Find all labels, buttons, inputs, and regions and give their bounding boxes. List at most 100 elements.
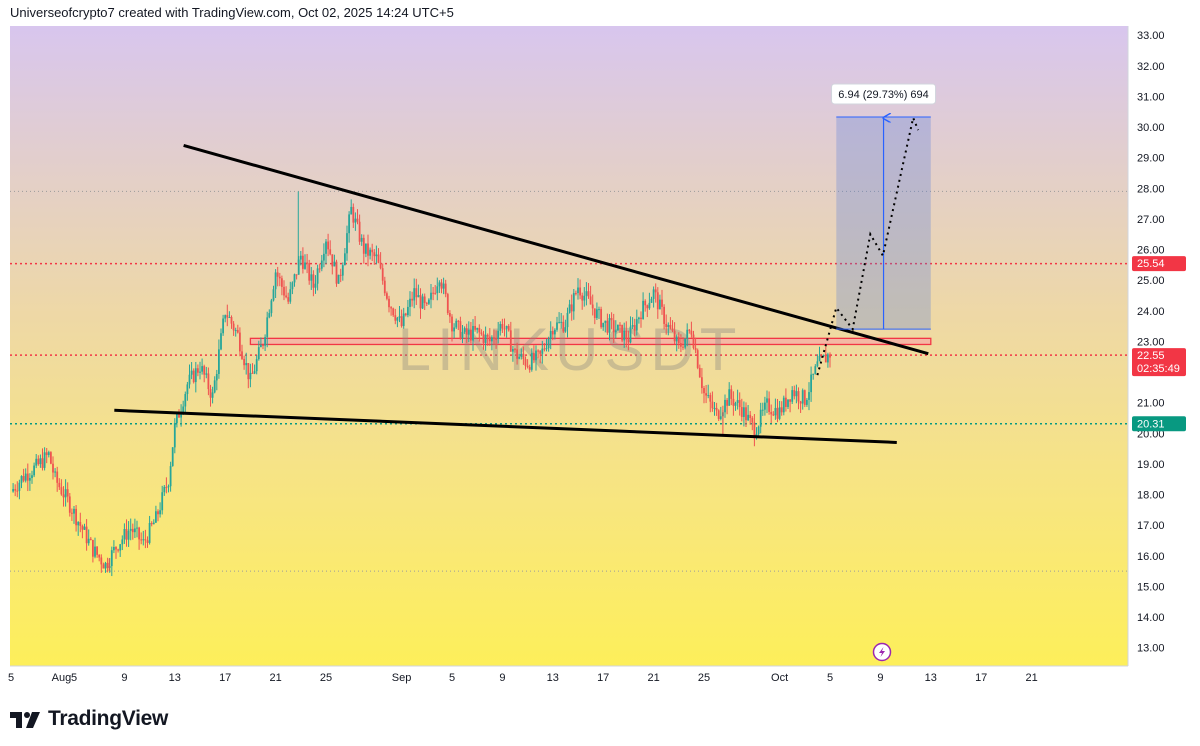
- candle-body: [276, 272, 279, 277]
- candle-body: [255, 359, 258, 372]
- candle-body: [694, 347, 697, 351]
- candle-body: [530, 353, 533, 370]
- candle-body: [320, 260, 323, 269]
- candle-body: [579, 287, 581, 296]
- candle-body: [54, 471, 56, 473]
- support-trendline[interactable]: [114, 408, 897, 444]
- price-tag: [1132, 348, 1186, 377]
- candle-body: [795, 391, 798, 397]
- candle-body: [127, 530, 130, 540]
- time-axis-label: 21: [1025, 672, 1037, 684]
- candle-body: [75, 508, 77, 526]
- candle-body: [770, 411, 773, 415]
- candle-body: [692, 334, 695, 348]
- candle-body: [125, 529, 128, 540]
- candle-body: [491, 337, 493, 342]
- candle-body: [371, 249, 374, 253]
- candle-body: [818, 355, 821, 362]
- candle-body: [18, 482, 21, 491]
- descending-resistance-trendline[interactable]: [183, 143, 929, 356]
- candle-body: [562, 321, 565, 332]
- candle-body: [591, 304, 594, 309]
- candle-body: [100, 557, 103, 565]
- candle-body: [442, 283, 445, 289]
- candle-body: [354, 218, 357, 223]
- candle-body: [129, 528, 132, 531]
- price-axis-label: 28.00: [1137, 183, 1165, 195]
- candle-body: [192, 370, 195, 383]
- candle-body: [455, 320, 458, 328]
- candle-body: [102, 564, 105, 569]
- candle-body: [478, 327, 481, 333]
- candle-body: [621, 324, 623, 341]
- candle-body: [509, 330, 512, 352]
- candle-body: [829, 354, 831, 358]
- candle-body: [589, 296, 592, 305]
- candle-body: [232, 323, 235, 331]
- candle-body: [304, 262, 306, 269]
- candle-body: [266, 317, 269, 338]
- candle-body: [213, 380, 216, 393]
- candle-body: [365, 243, 367, 254]
- time-axis-label: 13: [925, 672, 937, 684]
- candle-body: [423, 296, 426, 303]
- candle-body: [551, 330, 554, 335]
- candle-body: [436, 286, 439, 294]
- candle-body: [764, 402, 766, 410]
- candle-body: [396, 317, 399, 321]
- candle-body: [638, 317, 640, 320]
- candle-body: [291, 282, 294, 290]
- time-axis-label: 17: [975, 672, 987, 684]
- candle-body: [749, 414, 752, 418]
- candle-body: [604, 320, 607, 323]
- candle-body: [16, 490, 19, 492]
- price-axis-label: 16.00: [1137, 551, 1165, 563]
- candle-body: [812, 373, 815, 375]
- candle-body: [430, 292, 432, 300]
- candle-body: [444, 283, 447, 295]
- candle-body: [623, 330, 626, 341]
- candle-body: [648, 302, 651, 309]
- candle-body: [451, 316, 453, 332]
- candle-body: [745, 407, 747, 421]
- time-axis-label: 9: [121, 672, 127, 684]
- candle-body: [803, 390, 806, 405]
- price-axis-label: 13.00: [1137, 643, 1165, 655]
- candle-body: [547, 338, 550, 349]
- candle-body: [761, 409, 764, 411]
- candle-body: [392, 308, 395, 316]
- candle-body: [182, 406, 185, 412]
- candle-body: [33, 465, 35, 476]
- resistance-zone[interactable]: [249, 337, 932, 346]
- symbol-watermark: LINKUSDT: [398, 316, 743, 383]
- candle-body: [738, 400, 741, 408]
- candle-body: [360, 237, 363, 242]
- projection-path[interactable]: [816, 114, 920, 376]
- candle-body: [253, 371, 256, 374]
- candle-body: [203, 366, 206, 375]
- candle-body: [352, 206, 355, 223]
- candle-body: [560, 321, 563, 323]
- candle-body: [47, 452, 50, 456]
- candle-body: [121, 539, 124, 545]
- candle-body: [686, 329, 689, 339]
- candle-body: [539, 350, 542, 354]
- candle-body: [785, 397, 787, 407]
- candle-body: [285, 295, 287, 298]
- candle-body: [367, 243, 369, 256]
- candle-body: [295, 274, 298, 276]
- candle-body: [558, 322, 560, 324]
- candle-body: [310, 274, 313, 281]
- lightning-icon-glyph: [879, 647, 885, 657]
- candle-body: [572, 293, 575, 312]
- candle-body: [635, 319, 638, 331]
- candle-body: [29, 477, 31, 481]
- candle-body: [407, 306, 409, 316]
- candle-body: [493, 337, 495, 339]
- candle-body: [470, 329, 472, 341]
- candle-body: [409, 298, 411, 307]
- price-axis-label: 23.00: [1137, 336, 1165, 348]
- candle-body: [180, 411, 182, 418]
- candle-body: [52, 463, 54, 473]
